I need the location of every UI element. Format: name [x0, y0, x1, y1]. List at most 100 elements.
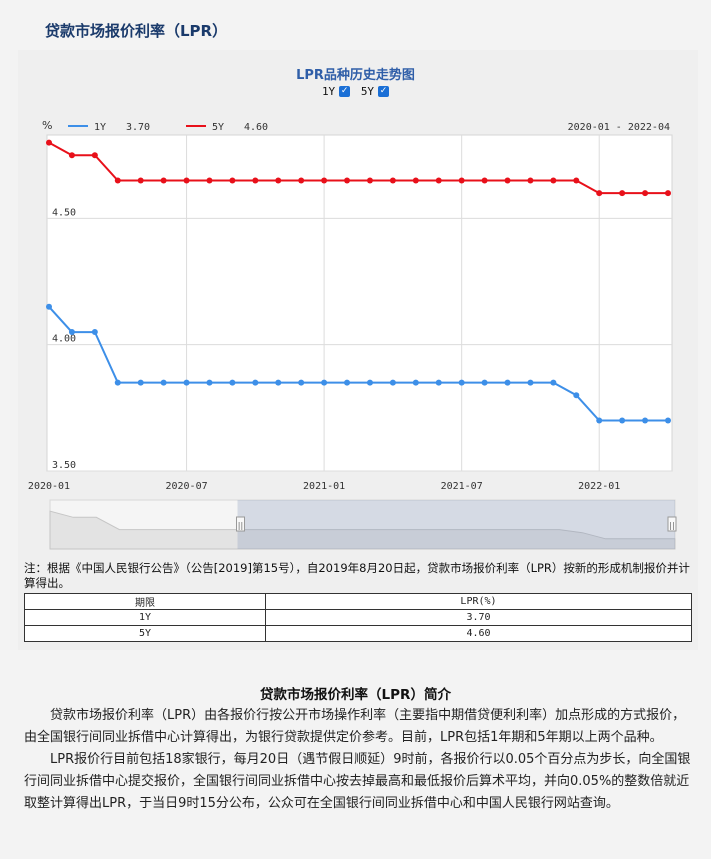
- data-point-5Y: [206, 177, 213, 184]
- data-point-1Y: [550, 379, 557, 386]
- y-tick-label: 4.50: [52, 207, 76, 218]
- x-tick-label: 2021-01: [303, 481, 345, 492]
- data-point-5Y: [504, 177, 511, 184]
- navigator-selected-range: [237, 500, 675, 549]
- legend-latest-value: 4.60: [244, 122, 268, 133]
- legend-series-name: 5Y: [212, 122, 224, 133]
- table-cell: 4.60: [264, 625, 693, 642]
- y-tick-label: 3.50: [52, 460, 76, 471]
- series-line-5Y: [48, 141, 668, 195]
- data-point-1Y: [619, 417, 626, 424]
- data-point-5Y: [68, 152, 75, 159]
- checkbox-5y[interactable]: ✓: [378, 86, 390, 97]
- navigator-handle-glyph: ||: [238, 521, 243, 530]
- data-point-1Y: [504, 379, 511, 386]
- data-point-5Y: [298, 177, 305, 184]
- data-point-5Y: [183, 177, 190, 184]
- chart-title: LPR品种历史走势图: [296, 68, 415, 83]
- data-point-1Y: [366, 379, 373, 386]
- data-point-5Y: [91, 152, 98, 159]
- data-point-1Y: [68, 329, 75, 336]
- navigator-handle[interactable]: ||: [667, 516, 677, 532]
- data-point-5Y: [412, 177, 419, 184]
- data-point-5Y: [366, 177, 373, 184]
- data-point-5Y: [252, 177, 259, 184]
- data-point-1Y: [183, 379, 190, 386]
- table-header-lpr: LPR(%): [264, 593, 693, 610]
- data-point-5Y: [596, 190, 603, 197]
- plot-area: [46, 134, 673, 472]
- data-point-1Y: [298, 379, 305, 386]
- legend-series-name: 1Y: [94, 122, 106, 133]
- navigator-handle-grip[interactable]: [667, 516, 677, 532]
- table-header-row: 期限 LPR(%): [24, 593, 693, 610]
- data-point-1Y: [389, 379, 396, 386]
- data-point-5Y: [527, 177, 534, 184]
- x-tick-label: 2020-01: [28, 481, 70, 492]
- table-cell: 1Y: [24, 609, 266, 626]
- data-point-5Y: [550, 177, 557, 184]
- toggle-1y[interactable]: 1Y ✓: [321, 85, 351, 98]
- data-point-1Y: [160, 379, 167, 386]
- intro-title: 贷款市场报价利率（LPR）简介: [260, 687, 451, 703]
- x-tick-label: 2020-07: [165, 481, 207, 492]
- data-point-5Y: [665, 190, 671, 197]
- data-point-1Y: [137, 379, 144, 386]
- data-point-1Y: [206, 379, 213, 386]
- data-point-1Y: [665, 417, 671, 424]
- data-point-1Y: [458, 379, 465, 386]
- data-point-5Y: [573, 177, 580, 184]
- data-point-1Y: [481, 379, 488, 386]
- x-tick-label: 2021-07: [441, 481, 483, 492]
- intro-paragraph: 贷款市场报价利率（LPR）由各报价行按公开市场操作利率（主要指中期借贷便利利率）…: [24, 708, 686, 745]
- intro-text: 贷款市场报价利率（LPR）由各报价行按公开市场操作利率（主要指中期借贷便利利率）…: [24, 705, 696, 815]
- toggle-5y[interactable]: 5Y ✓: [360, 85, 390, 98]
- data-point-1Y: [527, 379, 534, 386]
- data-point-1Y: [573, 392, 580, 399]
- series-line-1Y: [48, 306, 668, 422]
- table-row: 5Y 4.60: [24, 625, 693, 642]
- intro-paragraph: LPR报价行目前包括18家银行，每月20日（遇节假日顺延）9时前，各报价行以0.…: [24, 752, 691, 811]
- data-point-1Y: [229, 379, 236, 386]
- table-cell: 3.70: [264, 609, 693, 626]
- legend-latest-value: 3.70: [126, 122, 150, 133]
- data-point-5Y: [344, 177, 351, 184]
- date-range-label: 2020-01 - 2022-04: [568, 122, 670, 133]
- data-point-5Y: [321, 177, 328, 184]
- data-point-1Y: [46, 303, 52, 310]
- lpr-table: 期限 LPR(%) 1Y 3.70 5Y 4.60: [24, 593, 693, 642]
- data-point-5Y: [114, 177, 121, 184]
- data-point-5Y: [619, 190, 626, 197]
- lpr-line-chart: 3.50 4.00 4.50 2020-01 2020-07 2021-01 2021-07…: [28, 119, 677, 550]
- series-toggles: 1Y ✓ 5Y ✓: [0, 85, 711, 98]
- toggle-5y-label: 5Y: [360, 85, 375, 98]
- navigator-handle[interactable]: ||: [236, 516, 245, 532]
- data-point-1Y: [435, 379, 442, 386]
- data-point-1Y: [642, 417, 649, 424]
- methodology-note: 注：根据《中国人民银行公告》（公告[2019]第15号），自2019年8月20日…: [24, 561, 690, 590]
- data-point-5Y: [435, 177, 442, 184]
- data-point-5Y: [458, 177, 465, 184]
- data-point-5Y: [46, 139, 52, 146]
- navigator-handle-grip[interactable]: [236, 516, 245, 532]
- navigator-series-area: [49, 510, 676, 550]
- data-point-1Y: [596, 417, 603, 424]
- data-point-5Y: [137, 177, 144, 184]
- data-point-1Y: [114, 379, 121, 386]
- table-row: 1Y 3.70: [24, 609, 693, 626]
- y-unit-label: %: [42, 119, 52, 132]
- data-point-1Y: [252, 379, 259, 386]
- y-tick-label: 4.00: [52, 334, 76, 345]
- data-point-5Y: [229, 177, 236, 184]
- data-point-5Y: [160, 177, 167, 184]
- data-point-5Y: [275, 177, 282, 184]
- data-point-1Y: [91, 329, 98, 336]
- data-point-1Y: [275, 379, 282, 386]
- table-cell: 5Y: [24, 625, 266, 642]
- checkbox-1y[interactable]: ✓: [339, 86, 351, 97]
- page-title: 贷款市场报价利率（LPR）: [45, 22, 228, 40]
- data-point-1Y: [344, 379, 351, 386]
- data-point-5Y: [389, 177, 396, 184]
- toggle-1y-label: 1Y: [321, 85, 336, 98]
- data-point-1Y: [321, 379, 328, 386]
